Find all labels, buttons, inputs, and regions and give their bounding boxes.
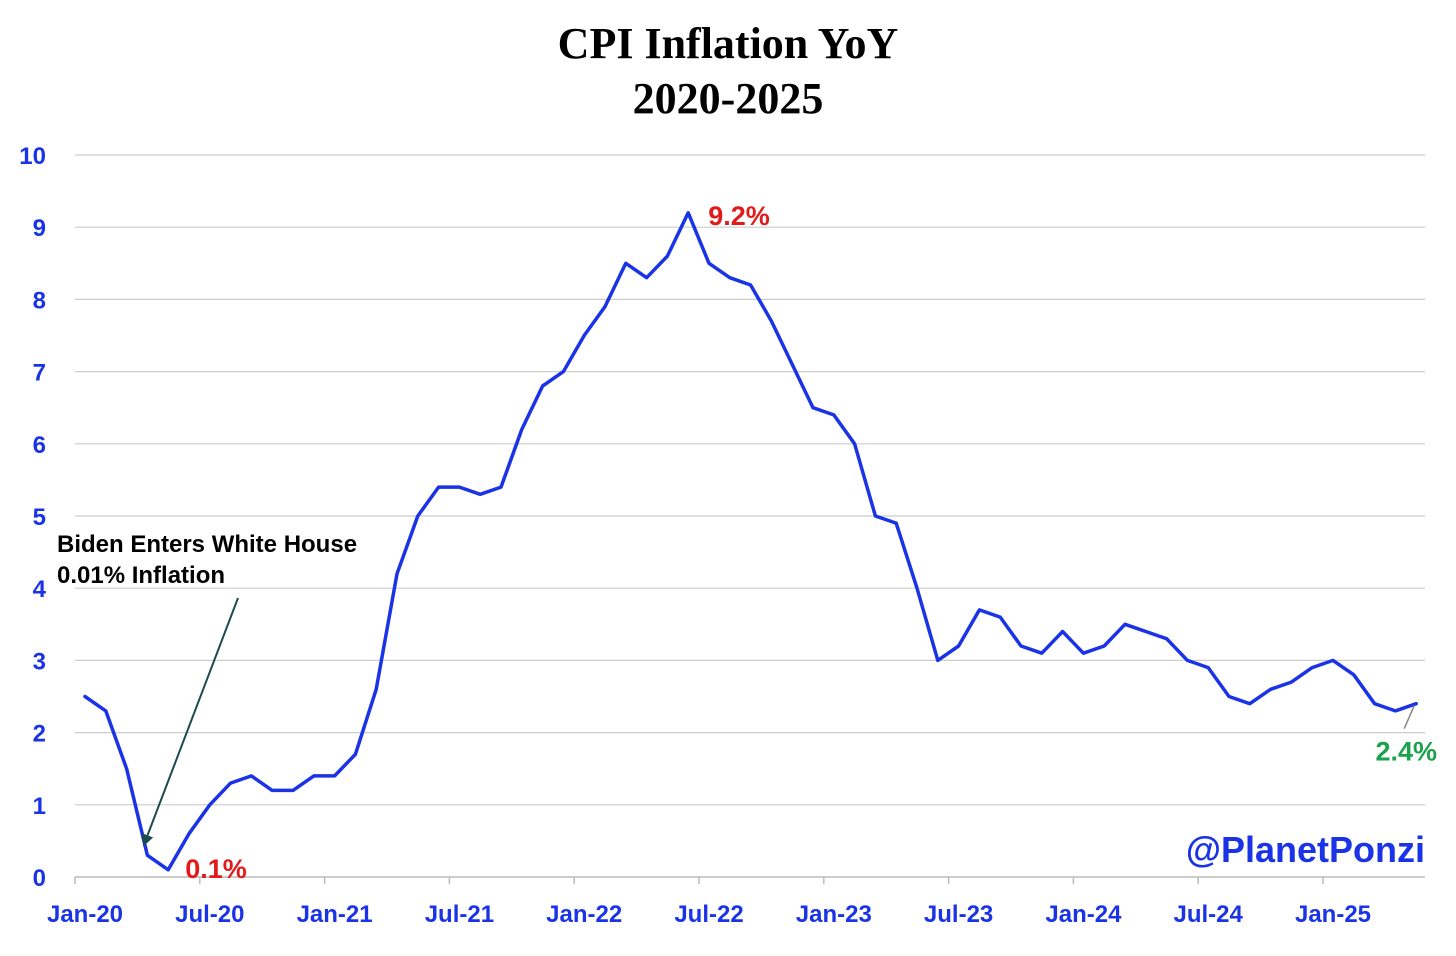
grid-lines	[75, 154, 1425, 806]
annotation-peak-label: 9.2%	[708, 201, 770, 231]
x-tick-label: Jan-23	[796, 901, 872, 928]
y-tick-label: 3	[33, 648, 46, 675]
watermark-text: @PlanetPonzi	[1186, 829, 1425, 870]
chart-subtitle: 2020-2025	[633, 74, 824, 123]
y-tick-label: 8	[33, 287, 46, 314]
x-tick-label: Jan-21	[297, 901, 373, 928]
annotations: 9.2% 0.1% 2.4% Biden Enters White House …	[57, 201, 1437, 884]
x-tick-label: Jul-22	[674, 901, 743, 928]
x-tick-label: Jul-20	[175, 901, 244, 928]
y-tick-label: 10	[19, 143, 46, 170]
y-tick-label: 6	[33, 432, 46, 459]
y-tick-label: 4	[33, 576, 47, 603]
x-tick-label: Jan-20	[47, 901, 123, 928]
cpi-series-line	[83, 211, 1418, 872]
x-tick-label: Jul-24	[1174, 901, 1244, 928]
annotation-latest-leader-line	[1403, 705, 1415, 730]
annotation-latest-label: 2.4%	[1375, 737, 1437, 767]
y-tick-label: 2	[33, 721, 46, 748]
x-tick-label: Jul-21	[425, 901, 494, 928]
x-tick-label: Jan-22	[546, 901, 622, 928]
y-tick-label: 9	[33, 215, 46, 242]
y-tick-label: 1	[33, 793, 46, 820]
y-tick-label: 5	[33, 504, 46, 531]
y-tick-labels: 0 1 2 3 4 5 6 7 8 9 10	[19, 143, 46, 892]
annotation-biden-line1: Biden Enters White House	[57, 531, 357, 558]
y-tick-label: 7	[33, 360, 46, 387]
x-tick-label: Jul-23	[924, 901, 993, 928]
annotation-biden-line2: 0.01% Inflation	[57, 562, 225, 589]
x-tick-labels: Jan-20 Jul-20 Jan-21 Jul-21 Jan-22 Jul-22 Jan-…	[47, 877, 1371, 928]
annotation-arrow	[141, 597, 239, 847]
x-tick-label: Jan-25	[1295, 901, 1371, 928]
series-group	[83, 211, 1418, 872]
x-tick-label: Jan-24	[1045, 901, 1122, 928]
annotation-low-label: 0.1%	[185, 854, 247, 884]
chart-title: CPI Inflation YoY	[558, 19, 899, 68]
y-tick-label: 0	[33, 865, 46, 892]
